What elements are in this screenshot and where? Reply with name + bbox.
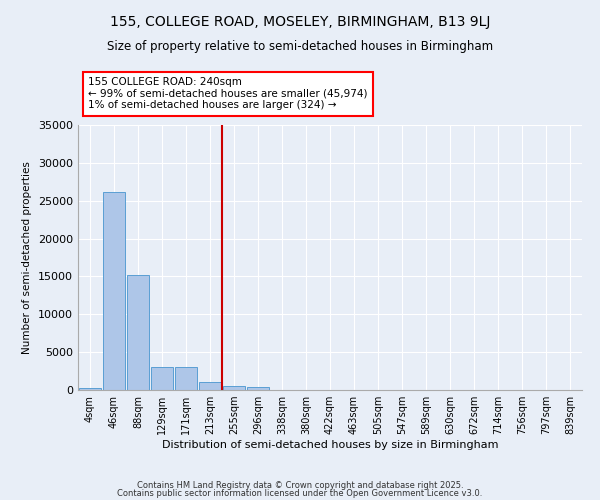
Bar xyxy=(199,382,221,390)
Bar xyxy=(175,367,197,390)
Text: Contains public sector information licensed under the Open Government Licence v3: Contains public sector information licen… xyxy=(118,489,482,498)
Text: Contains HM Land Registry data © Crown copyright and database right 2025.: Contains HM Land Registry data © Crown c… xyxy=(137,480,463,490)
Bar xyxy=(103,192,125,390)
Bar xyxy=(247,387,269,390)
Text: 155 COLLEGE ROAD: 240sqm
← 99% of semi-detached houses are smaller (45,974)
1% o: 155 COLLEGE ROAD: 240sqm ← 99% of semi-d… xyxy=(88,78,368,110)
Y-axis label: Number of semi-detached properties: Number of semi-detached properties xyxy=(22,161,32,354)
Text: 155, COLLEGE ROAD, MOSELEY, BIRMINGHAM, B13 9LJ: 155, COLLEGE ROAD, MOSELEY, BIRMINGHAM, … xyxy=(110,15,490,29)
Bar xyxy=(151,367,173,390)
Bar xyxy=(127,275,149,390)
Bar xyxy=(79,388,101,390)
X-axis label: Distribution of semi-detached houses by size in Birmingham: Distribution of semi-detached houses by … xyxy=(162,440,498,450)
Bar xyxy=(223,386,245,390)
Text: Size of property relative to semi-detached houses in Birmingham: Size of property relative to semi-detach… xyxy=(107,40,493,53)
